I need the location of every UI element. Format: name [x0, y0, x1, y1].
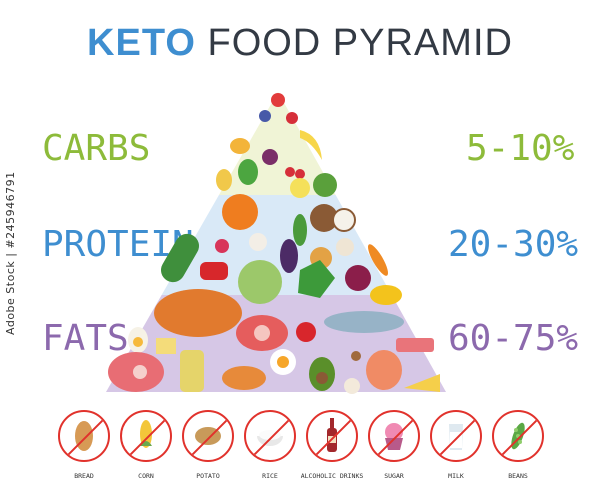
- chicken-leg-icon: [222, 366, 266, 390]
- mushroom-icon: [336, 238, 354, 256]
- forbidden-label: MILK: [448, 472, 464, 480]
- forbidden-item-potato: POTATO: [173, 410, 243, 480]
- wine-bottle-icon: [327, 418, 337, 452]
- level-label-fats: FATS: [42, 318, 129, 359]
- stock-watermark: Adobe Stock | #245946791: [4, 171, 17, 335]
- radish-icon: [215, 239, 229, 253]
- beans-icon: [511, 422, 525, 450]
- milk-icon: [449, 424, 463, 450]
- level-range-protein: 20-30%: [448, 224, 579, 265]
- rice-icon: [257, 430, 283, 446]
- fats-foods: [108, 289, 440, 394]
- carrot-icon: [368, 244, 388, 276]
- level-range-carbs: 5-10%: [466, 128, 575, 169]
- coconut-icon: [310, 204, 338, 232]
- cucumber-icon: [293, 214, 307, 246]
- forbidden-label: ALCOHOLIC DRINKS: [300, 472, 364, 480]
- forbidden-item-rice: RICE: [235, 410, 305, 480]
- forbidden-label: RICE: [262, 472, 278, 480]
- cheese-icon: [404, 374, 440, 392]
- bread-icon: [75, 421, 93, 451]
- potato-icon: [195, 427, 221, 445]
- protein-foods: [161, 194, 402, 305]
- blueberries-icon: [259, 110, 271, 122]
- broccoli-icon: [313, 173, 337, 197]
- forbidden-foods-row: BREAD CORN POTATO RICE ALCOHOLIC DRINKS …: [0, 410, 600, 500]
- lettuce-icon: [238, 159, 258, 185]
- carbs-foods: [216, 93, 337, 198]
- bacon-icon: [396, 338, 434, 352]
- cauliflower-icon: [344, 378, 360, 394]
- forbidden-label: CORN: [138, 472, 154, 480]
- tomato-icon: [296, 322, 316, 342]
- banana-icon: [300, 130, 322, 160]
- zucchini-icon: [161, 233, 199, 283]
- cabbage-icon: [238, 260, 282, 304]
- pear-icon: [216, 169, 232, 191]
- yellow-pepper-icon: [370, 285, 402, 305]
- forbidden-label: SUGAR: [384, 472, 404, 480]
- butter-icon: [156, 338, 176, 354]
- plum-icon: [262, 149, 278, 165]
- strawberry-icon: [271, 93, 285, 107]
- fish-icon: [324, 311, 404, 333]
- page-title: KETO FOOD PYRAMID: [0, 22, 600, 65]
- cupcake-icon: [385, 423, 403, 450]
- level-range-fats: 60-75%: [448, 318, 579, 359]
- title-rest: FOOD PYRAMID: [207, 22, 513, 64]
- forbidden-item-milk: MILK: [421, 410, 491, 480]
- nuts-icon: [351, 351, 361, 361]
- oil-bottle-icon: [180, 350, 204, 392]
- garlic-icon: [249, 233, 267, 251]
- level-label-carbs: CARBS: [42, 128, 151, 169]
- roast-chicken-icon: [154, 289, 242, 337]
- salmon-icon: [366, 350, 402, 390]
- cabbage-leaf-icon: [290, 178, 310, 198]
- beet-icon: [345, 265, 371, 291]
- forbidden-label: BEANS: [508, 472, 528, 480]
- forbidden-item-alcoholic-drinks: ALCOHOLIC DRINKS: [297, 410, 367, 480]
- forbidden-item-sugar: SUGAR: [359, 410, 429, 480]
- forbidden-item-corn: CORN: [111, 410, 181, 480]
- lemon-icon: [230, 138, 250, 154]
- pumpkin-icon: [222, 194, 258, 230]
- forbidden-item-bread: BREAD: [49, 410, 119, 480]
- corn-icon: [140, 420, 152, 448]
- forbidden-label: POTATO: [196, 472, 220, 480]
- forbidden-label: BREAD: [74, 472, 94, 480]
- forbidden-item-beans: BEANS: [483, 410, 553, 480]
- herbs-icon: [298, 260, 335, 298]
- title-keto: KETO: [87, 22, 196, 64]
- cherry-icon: [285, 167, 295, 177]
- bell-pepper-icon: [200, 262, 228, 280]
- eggplant-icon: [280, 239, 298, 273]
